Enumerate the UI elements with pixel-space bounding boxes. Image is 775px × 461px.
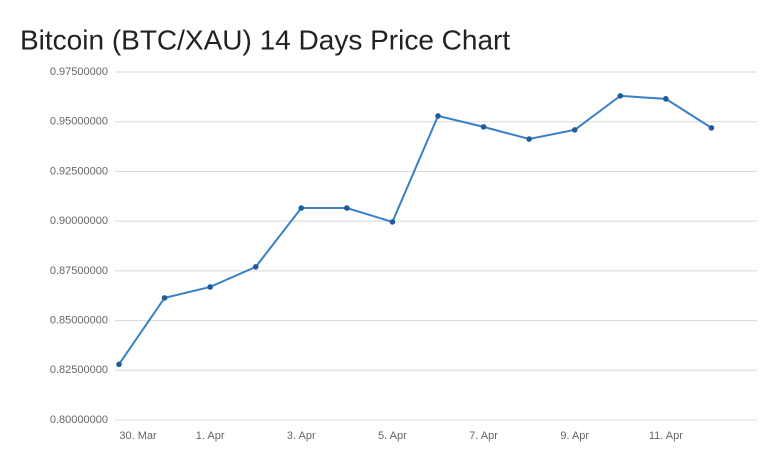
x-tick-label: 3. Apr: [287, 430, 316, 442]
line: [118, 94, 712, 365]
y-tick-label: 0.90000000: [50, 215, 108, 227]
point: [663, 96, 669, 102]
point: [435, 113, 441, 119]
point: [161, 295, 168, 301]
y-tick-label: 0.87500000: [50, 265, 108, 277]
chart-title: Bitcoin (BTC/XAU) 14 Days Price Chart: [20, 24, 510, 55]
x-tick-label: 11. Apr: [649, 430, 683, 442]
y-tick-label: 0.97500000: [50, 66, 108, 78]
x-tick-label: 9. Apr: [560, 430, 589, 442]
point: [571, 127, 578, 133]
point: [617, 93, 624, 99]
point: [389, 219, 396, 225]
x-tick-label: 30. Mar: [119, 430, 157, 442]
point: [480, 124, 487, 130]
point: [526, 136, 532, 142]
x-tick-label: 1. Apr: [196, 430, 225, 442]
point: [207, 284, 213, 290]
point: [116, 361, 122, 368]
y-tick-label: 0.85000000: [50, 314, 108, 326]
x-tick-label: 7. Apr: [469, 430, 498, 442]
y-tick-label: 0.80000000: [50, 414, 108, 426]
point: [708, 125, 715, 131]
x-tick-label: 5. Apr: [378, 430, 407, 442]
point: [252, 264, 259, 270]
y-tick-label: 0.82500000: [50, 364, 108, 376]
point: [344, 205, 350, 211]
y-tick-label: 0.95000000: [50, 116, 108, 128]
y-tick-label: 0.92500000: [50, 165, 108, 177]
point: [298, 205, 305, 211]
